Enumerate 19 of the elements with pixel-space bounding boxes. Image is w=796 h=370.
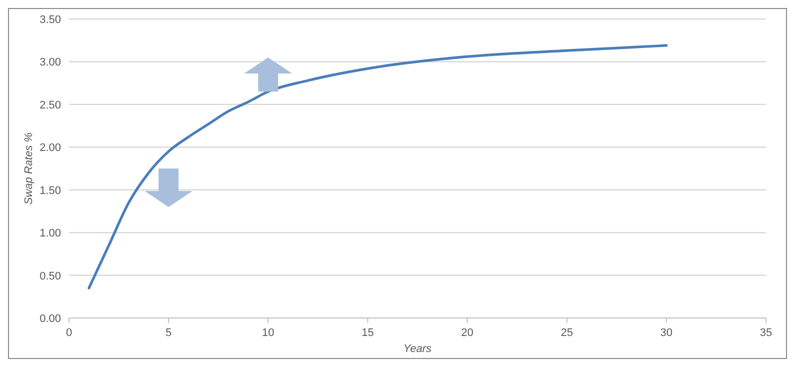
line-series: [88, 44, 668, 290]
x-axis-title: Years: [403, 343, 432, 355]
x-tick-label: 10: [262, 327, 274, 339]
x-tick-label: 25: [560, 327, 573, 339]
y-tick-label: 2.50: [40, 99, 61, 112]
y-tick-label: 3.50: [40, 14, 61, 26]
x-tick-label: 0: [66, 327, 72, 339]
y-tick-label: 0.00: [40, 313, 61, 325]
x-tick-label: 15: [362, 327, 374, 339]
x-tick-label: 30: [660, 327, 673, 339]
y-tick-label: 1.00: [40, 228, 61, 240]
y-tick-label: 2.00: [40, 142, 61, 154]
y-tick-label: 3.00: [40, 56, 61, 69]
x-tick-label: 35: [760, 327, 772, 339]
x-tick-label: 5: [166, 327, 172, 339]
y-axis-title: Swap Rates %: [23, 132, 35, 205]
y-tick-label: 1.50: [40, 184, 61, 197]
x-tick-label: 20: [461, 327, 474, 339]
y-tick-label: 0.50: [40, 270, 61, 282]
